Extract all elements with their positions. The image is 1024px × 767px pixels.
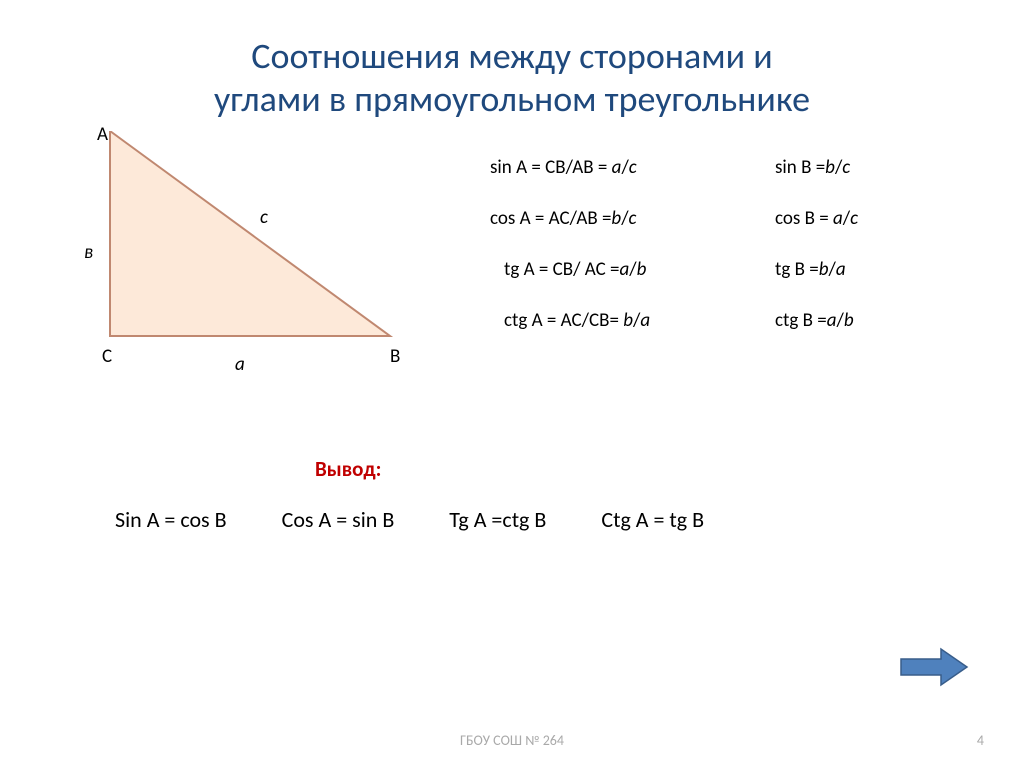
vertex-label-a: A xyxy=(97,123,108,146)
triangle-svg xyxy=(90,131,420,381)
vertex-label-c: С xyxy=(102,345,112,368)
conclusion-heading: Вывод: xyxy=(315,456,381,482)
title-line-1: Соотношения между сторонами и xyxy=(0,35,1024,78)
formulas-column-b: sin B =b/c cos B = a/c tg B =b/a ctg B =… xyxy=(775,156,858,360)
arrow-right-icon xyxy=(899,647,969,687)
triangle-shape xyxy=(110,131,390,336)
vertex-label-b: В xyxy=(390,345,400,368)
formula-ctg-a: ctg A = AC/CB= b/a xyxy=(490,309,650,332)
slide-number: 4 xyxy=(977,732,984,749)
side-label-b: в xyxy=(84,241,93,264)
formula-tg-b: tg B =b/a xyxy=(775,258,858,281)
footer-text: ГБОУ СОШ № 264 xyxy=(0,732,1024,749)
formula-sin-b: sin B =b/c xyxy=(775,156,858,179)
triangle-diagram: A В С a в с xyxy=(90,131,420,386)
content-area: A В С a в с sin A = CB/AB = a/c cos A = … xyxy=(0,121,1024,621)
formula-tg-a: tg A = CB/ AC =a/b xyxy=(490,258,650,281)
slide-title: Соотношения между сторонами и углами в п… xyxy=(0,0,1024,121)
formula-ctg-b: ctg B =a/b xyxy=(775,309,858,332)
next-arrow-button[interactable] xyxy=(899,647,969,687)
title-line-2: углами в прямоугольном треугольнике xyxy=(0,78,1024,121)
side-label-a: a xyxy=(235,353,245,376)
formula-sin-a: sin A = CB/AB = a/c xyxy=(490,156,650,179)
conclusion-4: Ctg A = tg B xyxy=(601,506,704,533)
conclusion-3: Tg A =ctg B xyxy=(449,506,546,533)
conclusion-2: Cos A = sin B xyxy=(282,506,395,533)
formulas-column-a: sin A = CB/AB = a/c cos A = AC/AB =b/c t… xyxy=(490,156,650,360)
conclusion-formulas: Sin A = cos B Cos A = sin B Tg A =ctg B … xyxy=(115,506,704,533)
conclusion-1: Sin A = cos B xyxy=(115,506,227,533)
side-label-c: с xyxy=(260,206,268,229)
formula-cos-b: cos B = a/c xyxy=(775,207,858,230)
formula-cos-a: cos A = AC/AB =b/c xyxy=(490,207,650,230)
